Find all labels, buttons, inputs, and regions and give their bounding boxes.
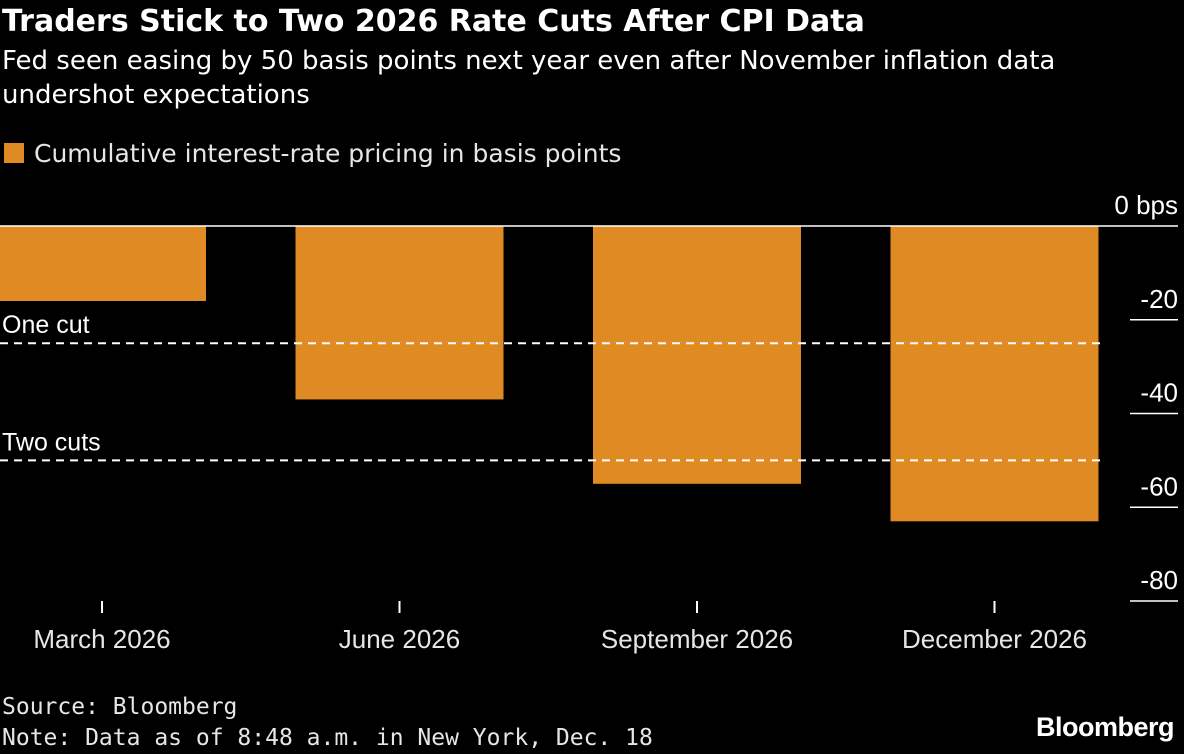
data-note: Note: Data as of 8:48 a.m. in New York, … <box>2 725 653 751</box>
reference-label-one-cut: One cut <box>2 311 90 339</box>
y-axis: 0 bps -20 -40 -60 -80 <box>1114 190 1178 602</box>
bloomberg-logo: Bloomberg <box>1035 712 1175 742</box>
legend-swatch <box>4 143 24 163</box>
y-tick-label: -20 <box>1140 284 1178 314</box>
bar-june-2026 <box>295 226 504 400</box>
x-tick-label: December 2026 <box>902 624 1087 654</box>
legend-label: Cumulative interest-rate pricing in basi… <box>34 138 622 168</box>
x-tick-label: June 2026 <box>339 624 460 654</box>
chart-title: Traders Stick to Two 2026 Rate Cuts Afte… <box>2 4 865 39</box>
y-tick-label: 0 bps <box>1114 190 1178 220</box>
bar-march-2026 <box>0 226 206 301</box>
reference-label-two-cuts: Two cuts <box>2 428 101 456</box>
y-tick-label: -80 <box>1140 565 1178 595</box>
y-tick-label: -40 <box>1140 378 1178 408</box>
bar-december-2026 <box>890 226 1099 522</box>
x-tick-label: September 2026 <box>601 624 793 654</box>
x-axis: March 2026 June 2026 September 2026 Decembe… <box>33 601 1087 654</box>
legend: Cumulative interest-rate pricing in basi… <box>4 136 621 170</box>
bars-group <box>0 226 1099 522</box>
source-note: Source: Bloomberg <box>2 694 238 720</box>
bar-chart: One cut Two cuts 0 bps -20 -40 -60 -80 March … <box>0 190 1178 654</box>
reference-lines-group: One cut Two cuts <box>0 311 1102 462</box>
y-tick-label: -60 <box>1140 471 1178 501</box>
chart-subtitle: Fed seen easing by 50 basis points next … <box>2 46 1056 110</box>
bar-september-2026 <box>593 226 801 484</box>
x-tick-label: March 2026 <box>33 624 170 654</box>
